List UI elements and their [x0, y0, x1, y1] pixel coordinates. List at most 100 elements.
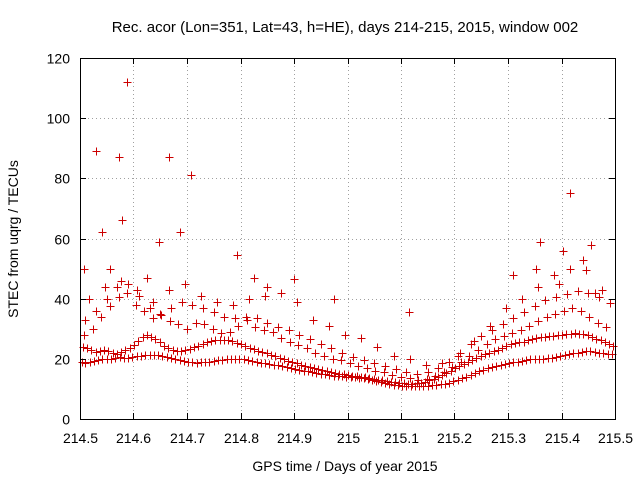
data-point: [582, 266, 591, 275]
data-point: [293, 359, 302, 368]
data-point: [174, 320, 183, 329]
data-point: [598, 286, 607, 295]
data-point: [485, 349, 494, 358]
data-point: [548, 354, 557, 363]
data-point: [491, 335, 500, 344]
data-point: [528, 335, 537, 344]
data-point: [98, 228, 107, 237]
data-point: [534, 283, 543, 292]
data-point: [165, 286, 174, 295]
data-point: [96, 347, 105, 356]
data-point: [158, 352, 167, 361]
data-point: [250, 345, 259, 354]
data-point: [454, 352, 463, 361]
data-point: [254, 347, 263, 356]
data-point: [462, 373, 471, 382]
data-point: [237, 340, 246, 349]
data-point: [467, 371, 476, 380]
x-tick-label: 215: [337, 430, 361, 446]
data-point: [472, 354, 481, 363]
data-point: [283, 363, 292, 372]
data-point: [400, 379, 409, 388]
data-point: [509, 271, 518, 280]
data-point: [330, 295, 339, 304]
data-point: [381, 362, 390, 371]
data-point: [284, 357, 293, 366]
data-point: [488, 363, 497, 372]
data-point: [288, 358, 297, 367]
data-point: [92, 348, 101, 357]
data-point: [115, 293, 124, 302]
data-point: [577, 307, 586, 316]
data-point: [571, 329, 580, 338]
data-point: [477, 332, 486, 341]
data-point: [353, 372, 362, 381]
data-point: [248, 357, 257, 366]
data-point: [193, 359, 202, 368]
data-point: [106, 265, 115, 274]
data-point: [277, 289, 286, 298]
data-point: [103, 295, 112, 304]
data-point: [337, 356, 346, 365]
data-point: [113, 350, 122, 359]
data-point: [594, 319, 603, 328]
data-point: [445, 379, 454, 388]
data-points: [78, 78, 618, 391]
data-point: [311, 349, 320, 358]
data-point: [518, 295, 527, 304]
data-point: [492, 362, 501, 371]
data-point: [502, 342, 511, 351]
data-point: [177, 347, 186, 356]
data-point: [181, 280, 190, 289]
data-point: [117, 277, 126, 286]
data-point: [370, 375, 379, 384]
data-point: [285, 326, 294, 335]
data-point: [543, 313, 552, 322]
data-point: [183, 325, 192, 334]
data-point: [514, 358, 523, 367]
data-point: [139, 333, 148, 342]
data-point: [425, 376, 434, 385]
data-point: [422, 361, 431, 370]
data-point: [165, 153, 174, 162]
data-point: [101, 283, 110, 292]
data-point: [147, 333, 156, 342]
data-point: [169, 346, 178, 355]
x-tick-label: 215.4: [545, 430, 580, 446]
data-point: [258, 348, 267, 357]
data-point: [124, 280, 133, 289]
data-point: [293, 298, 302, 307]
data-point: [250, 274, 259, 283]
data-point: [209, 325, 218, 334]
data-point: [449, 377, 458, 386]
data-point: [501, 360, 510, 369]
data-point: [286, 338, 295, 347]
data-point: [584, 289, 593, 298]
data-point: [118, 216, 127, 225]
data-point: [588, 333, 597, 342]
data-point: [306, 335, 315, 344]
x-tick-label: 215.5: [598, 430, 633, 446]
data-point: [301, 362, 310, 371]
data-point: [203, 338, 212, 347]
data-point: [312, 369, 321, 378]
data-point: [287, 364, 296, 373]
data-point: [317, 340, 326, 349]
data-point: [130, 341, 139, 350]
data-point: [574, 287, 583, 296]
data-point: [520, 338, 529, 347]
data-point: [391, 378, 400, 387]
data-point: [560, 307, 569, 316]
chart-title: Rec. acor (Lon=351, Lat=43, h=HE), days …: [112, 19, 579, 36]
data-point: [267, 351, 276, 360]
data-point: [180, 357, 189, 366]
data-point: [199, 340, 208, 349]
data-point: [578, 348, 587, 357]
data-point: [432, 381, 441, 390]
data-point: [568, 304, 577, 313]
data-point: [552, 353, 561, 362]
data-point: [231, 314, 240, 323]
data-point: [442, 369, 451, 378]
y-tick-label: 40: [54, 292, 70, 308]
data-point: [383, 377, 392, 386]
